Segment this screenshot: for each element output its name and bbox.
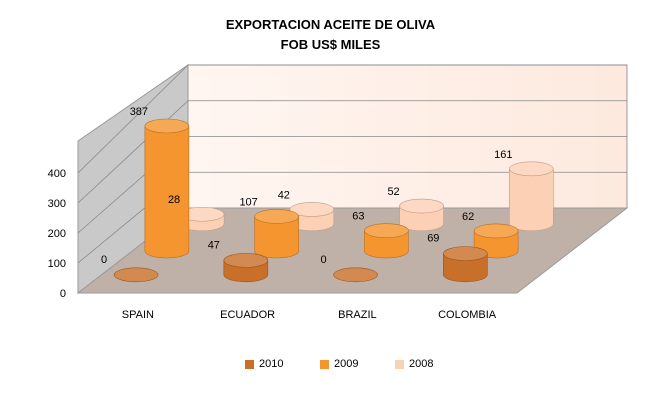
x-tick-label: ECUADOR [220,309,275,321]
legend-swatch-2008 [395,359,404,369]
legend-label-2009: 2009 [334,358,359,370]
gridline-side [77,100,189,204]
data-label: 42 [278,189,290,201]
bar-top [113,267,159,283]
bar-2010-brazil [333,267,378,283]
data-label: 0 [101,254,107,266]
legend-item-2008: 2008 [395,358,433,370]
data-label: 62 [462,211,474,223]
bar-top [443,246,488,261]
data-label: 63 [352,211,364,223]
y-tick-label: 100 [48,258,66,270]
bar-body [144,125,190,259]
bar-top [364,223,409,238]
bar-body [364,230,409,259]
x-tick-label: BRAZIL [338,309,377,321]
bar-top [473,223,519,239]
y-tick-label: 400 [48,168,66,180]
legend-label-2008: 2008 [409,358,434,370]
bar-2009-spain [144,118,190,259]
bar-2008-ecuador [289,202,335,232]
bar-2010-colombia [443,246,488,283]
bar-top [144,118,190,134]
data-label: 69 [427,233,439,245]
bar-2008-brazil [399,198,444,232]
y-tick-label: 200 [48,228,66,240]
legend-item-2010: 2010 [245,358,283,370]
data-label: 161 [494,149,512,161]
bar-top [509,161,554,177]
data-label: 28 [168,194,180,206]
data-label: 387 [130,106,148,118]
legend-swatch-2009 [320,359,329,369]
bar-body [443,253,488,283]
bar-2010-spain [113,267,159,283]
bar-top [254,209,299,224]
bar-2009-ecuador [254,209,299,259]
bar-top [223,253,269,268]
bar-2009-brazil [364,223,409,259]
chart-title: EXPORTACION ACEITE DE OLIVA [225,17,436,32]
bar-body [509,168,554,232]
bar-top [289,202,335,217]
data-label: 0 [321,254,327,266]
bar-top [333,267,378,283]
y-tick-label: 300 [48,198,66,210]
bar-2008-colombia [509,161,554,232]
y-tick-label: 0 [60,288,66,300]
legend-swatch-2010 [245,359,254,369]
data-label: 107 [239,196,257,208]
bar-2008-spain [179,206,225,232]
bar-2010-ecuador [223,253,269,283]
legend-item-2009: 2009 [320,358,358,370]
data-label: 52 [387,186,399,198]
bar-top [399,198,444,214]
legend: 2010 2009 2008 [0,358,661,376]
gridline-side [77,64,189,174]
x-tick-label: COLOMBIA [438,309,497,321]
legend-label-2010: 2010 [259,358,284,370]
data-label: 47 [208,239,220,251]
bar-body [254,216,299,259]
chart-subtitle: FOB US$ MILES [280,37,381,52]
x-tick-label: SPAIN [122,309,154,321]
